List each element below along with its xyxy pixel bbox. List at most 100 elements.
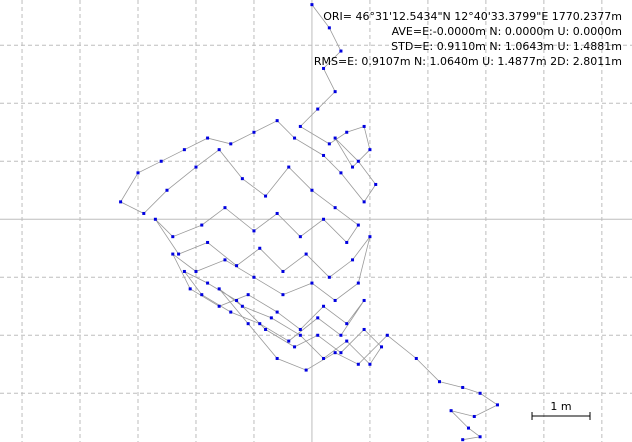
position-point (322, 66, 326, 70)
position-point (293, 136, 297, 140)
position-point (252, 275, 256, 279)
position-point (182, 269, 186, 273)
position-point (269, 316, 273, 320)
position-point (229, 142, 233, 146)
position-point (356, 362, 360, 366)
position-point (240, 304, 244, 308)
info-text: STD=E: 0.9110m N: 1.0643m U: 1.4881m (391, 40, 622, 53)
position-point (327, 275, 331, 279)
position-point (339, 171, 343, 175)
position-point (159, 159, 163, 163)
info-text: ORI= 46°31'12.5434"N 12°40'33.3799"E 177… (323, 10, 622, 23)
position-point (374, 182, 378, 186)
position-point (339, 351, 343, 355)
position-point (380, 345, 384, 349)
position-point (333, 351, 337, 355)
position-point (322, 217, 326, 221)
position-point (495, 403, 499, 407)
position-point (206, 136, 210, 140)
position-point (362, 200, 366, 204)
position-point (281, 293, 285, 297)
position-point (165, 188, 169, 192)
position-point (333, 206, 337, 210)
position-point (217, 287, 221, 291)
position-point (368, 362, 372, 366)
position-point (310, 281, 314, 285)
position-point (287, 339, 291, 343)
position-point (182, 148, 186, 152)
position-point (287, 165, 291, 169)
position-point (275, 119, 279, 123)
position-point (461, 438, 465, 442)
position-point (339, 333, 343, 337)
position-point (246, 293, 250, 297)
position-point (217, 148, 221, 152)
position-point (345, 240, 349, 244)
position-point (345, 322, 349, 326)
position-point (472, 414, 476, 418)
position-point (310, 3, 314, 7)
position-point (142, 211, 146, 215)
position-point (339, 49, 343, 53)
position-point (275, 356, 279, 360)
position-point (275, 310, 279, 314)
position-point (322, 304, 326, 308)
position-point (310, 188, 314, 192)
position-point (171, 235, 175, 239)
position-point (153, 217, 157, 221)
info-text: AVE=E:-0.0000m N: 0.0000m U: 0.0000m (392, 25, 622, 38)
position-point (322, 356, 326, 360)
position-point (362, 327, 366, 331)
position-point (461, 385, 465, 389)
position-point (362, 124, 366, 128)
position-point (322, 153, 326, 157)
position-point (194, 165, 198, 169)
position-point (327, 142, 331, 146)
position-point (188, 287, 192, 291)
position-point (194, 269, 198, 273)
track-line (120, 4, 499, 441)
position-point (356, 281, 360, 285)
position-point (345, 130, 349, 134)
position-point (304, 252, 308, 256)
position-point (414, 356, 418, 360)
position-point (246, 322, 250, 326)
position-point (206, 281, 210, 285)
position-point (298, 235, 302, 239)
position-point (200, 223, 204, 227)
position-point (119, 200, 123, 204)
position-point (333, 90, 337, 94)
position-point (206, 240, 210, 244)
position-point (281, 269, 285, 273)
position-point (368, 148, 372, 152)
position-point (316, 107, 320, 111)
position-point (333, 298, 337, 302)
position-point (298, 327, 302, 331)
position-point (293, 345, 297, 349)
position-point (368, 235, 372, 239)
position-point (275, 211, 279, 215)
scale-bar-label: 1 m (550, 400, 571, 413)
position-point (304, 368, 308, 372)
position-point (333, 136, 337, 140)
position-point (223, 206, 227, 210)
position-point (449, 409, 453, 413)
position-point (200, 293, 204, 297)
position-point (240, 177, 244, 181)
position-point (235, 264, 239, 268)
position-point (356, 159, 360, 163)
position-point (136, 171, 140, 175)
position-point (478, 435, 482, 439)
position-point (351, 165, 355, 169)
position-point (345, 339, 349, 343)
position-point (385, 333, 389, 337)
position-point (327, 26, 331, 30)
position-point (362, 298, 366, 302)
position-point (316, 316, 320, 320)
position-point (223, 258, 227, 262)
position-point (252, 229, 256, 233)
position-point (264, 327, 268, 331)
position-point (252, 130, 256, 134)
position-point (316, 333, 320, 337)
